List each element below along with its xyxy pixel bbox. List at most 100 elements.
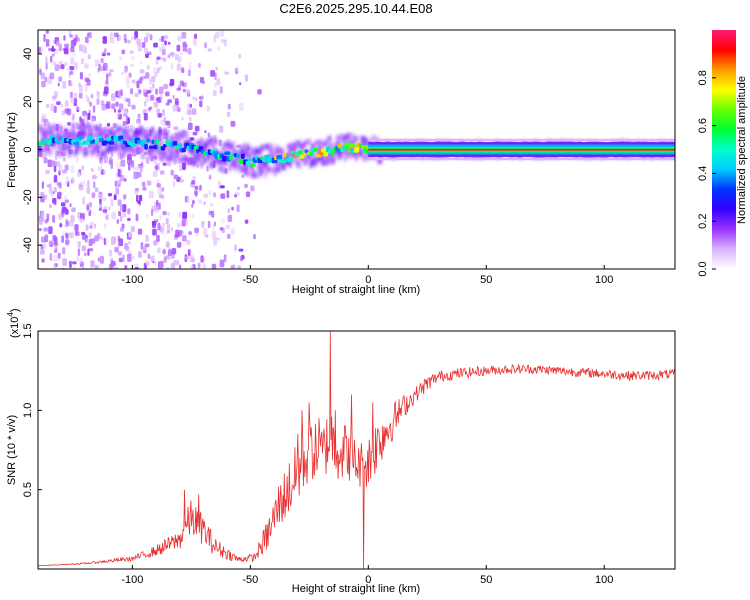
noise-speckle [118,103,124,110]
noise-speckle [53,165,57,173]
noise-speckle [126,157,132,165]
noise-speckle [165,241,170,248]
signal-halo-cell [81,130,85,137]
noise-speckle [54,64,60,72]
signal-halo-cell [168,135,171,142]
signal-halo-cell [355,155,358,162]
noise-speckle [123,178,127,182]
noise-speckle [204,42,208,49]
noise-speckle [125,115,129,122]
noise-speckle [138,194,143,202]
noise-speckle [128,163,131,171]
signal-halo-cell [275,148,279,155]
noise-speckle [170,262,176,269]
noise-speckle [191,96,196,100]
signal-halo-cell [85,130,88,137]
signal-halo-cell [162,128,166,135]
noise-speckle [48,47,52,52]
signal-halo-cell [198,155,202,162]
signal-halo-cell [56,130,60,137]
noise-speckle [139,69,145,74]
noise-speckle [51,48,56,52]
noise-speckle [159,260,164,269]
signal-core-cell [144,143,148,150]
signal-halo-cell [58,124,62,131]
noise-speckle [165,102,170,106]
snr-plot-area [38,331,675,569]
noise-speckle [192,38,197,46]
signal-halo-cell [47,129,51,136]
signal-halo-cell [196,157,200,164]
signal-core-cell [151,139,155,145]
noise-speckle [53,91,59,99]
signal-halo-cell [119,142,122,149]
signal-halo-cell [138,128,141,135]
noise-speckle [110,238,115,246]
signal-halo-cell [213,137,217,144]
colorbar-tick-label: 0.4 [697,166,709,181]
signal-halo-cell [164,151,168,158]
noise-speckle [90,93,94,99]
noise-speckle [45,38,50,47]
signal-halo-cell [302,143,305,150]
noise-speckle [219,86,223,94]
signal-halo-cell [49,149,52,156]
noise-speckle [145,213,149,219]
signal-halo-cell [311,142,315,149]
noise-speckle [93,181,96,189]
noise-speckle [174,259,180,266]
noise-speckle [152,170,158,178]
noise-speckle [99,236,104,240]
noise-speckle [119,215,123,222]
noise-speckle [226,190,230,199]
signal-halo-cell [339,133,343,140]
noise-speckle [155,200,159,206]
signal-halo-cell [188,157,192,164]
signal-halo-cell [228,163,232,170]
noise-speckle [89,225,93,229]
noise-speckle [92,105,96,113]
signal-halo-cell [158,129,162,136]
noise-speckle [83,114,88,122]
noise-speckle [167,99,172,104]
noise-speckle [244,219,249,224]
noise-speckle [73,92,77,100]
noise-speckle [150,255,155,262]
signal-halo-cell [228,142,232,149]
signal-halo-cell [104,130,107,137]
signal-halo-cell [232,146,236,153]
noise-speckle [123,194,127,201]
noise-speckle [127,117,130,124]
signal-halo-cell [215,156,219,163]
noise-speckle [87,99,91,104]
noise-speckle [113,266,118,269]
noise-speckle [154,261,157,265]
signal-halo-cell [262,166,266,173]
signal-halo-cell [336,135,339,142]
noise-speckle [141,181,146,187]
signal-halo-cell [221,147,224,154]
noise-speckle [162,57,167,62]
noise-speckle [141,75,144,81]
signal-halo-cell [170,154,173,161]
noise-speckle [236,204,240,213]
noise-speckle [152,67,157,74]
noise-speckle [90,117,95,123]
noise-speckle [38,47,41,54]
noise-speckle [162,222,165,227]
signal-halo-cell [151,145,154,152]
signal-halo-cell [70,132,73,139]
signal-halo-cell [241,165,245,172]
noise-speckle [84,36,89,43]
noise-speckle [172,181,176,187]
signal-halo-cell [353,151,356,158]
noise-speckle [230,264,236,269]
signal-halo-cell [272,166,275,173]
noise-speckle [140,60,143,65]
signal-halo-cell [279,149,283,156]
signal-halo-cell [326,159,330,166]
noise-speckle [57,160,61,168]
noise-speckle [43,33,46,42]
noise-speckle [227,103,231,110]
signal-core-cell [314,146,318,152]
